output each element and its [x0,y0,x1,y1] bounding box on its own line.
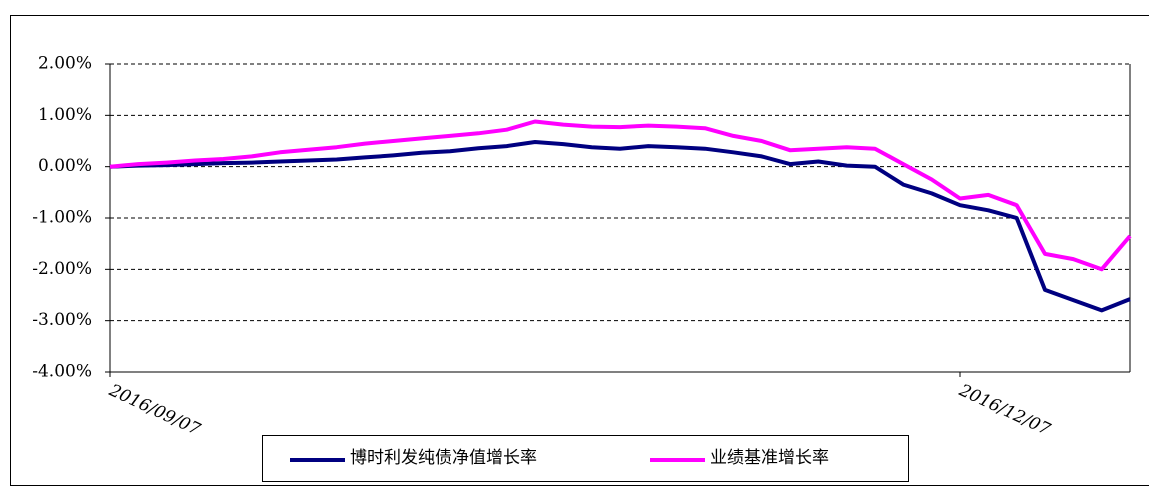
y-tick-label: 0.00% [38,156,92,176]
y-tick-label: -2.00% [32,259,92,279]
y-tick-label: -1.00% [32,208,92,228]
legend-box [262,435,909,482]
y-tick-label: -4.00% [32,362,92,382]
legend-label: 博时利发纯债净值增长率 [350,448,537,468]
chart-border [10,15,1149,486]
y-tick-label: -3.00% [32,310,92,330]
x-tick-label: 2016/09/07 [105,380,203,440]
y-tick-label: 1.00% [38,105,92,125]
series-line [109,140,1131,313]
x-tick-label: 2016/12/07 [955,380,1053,440]
legend-label: 业绩基准增长率 [710,448,829,468]
series-line [109,119,1132,272]
y-tick-label: 2.00% [38,54,92,74]
